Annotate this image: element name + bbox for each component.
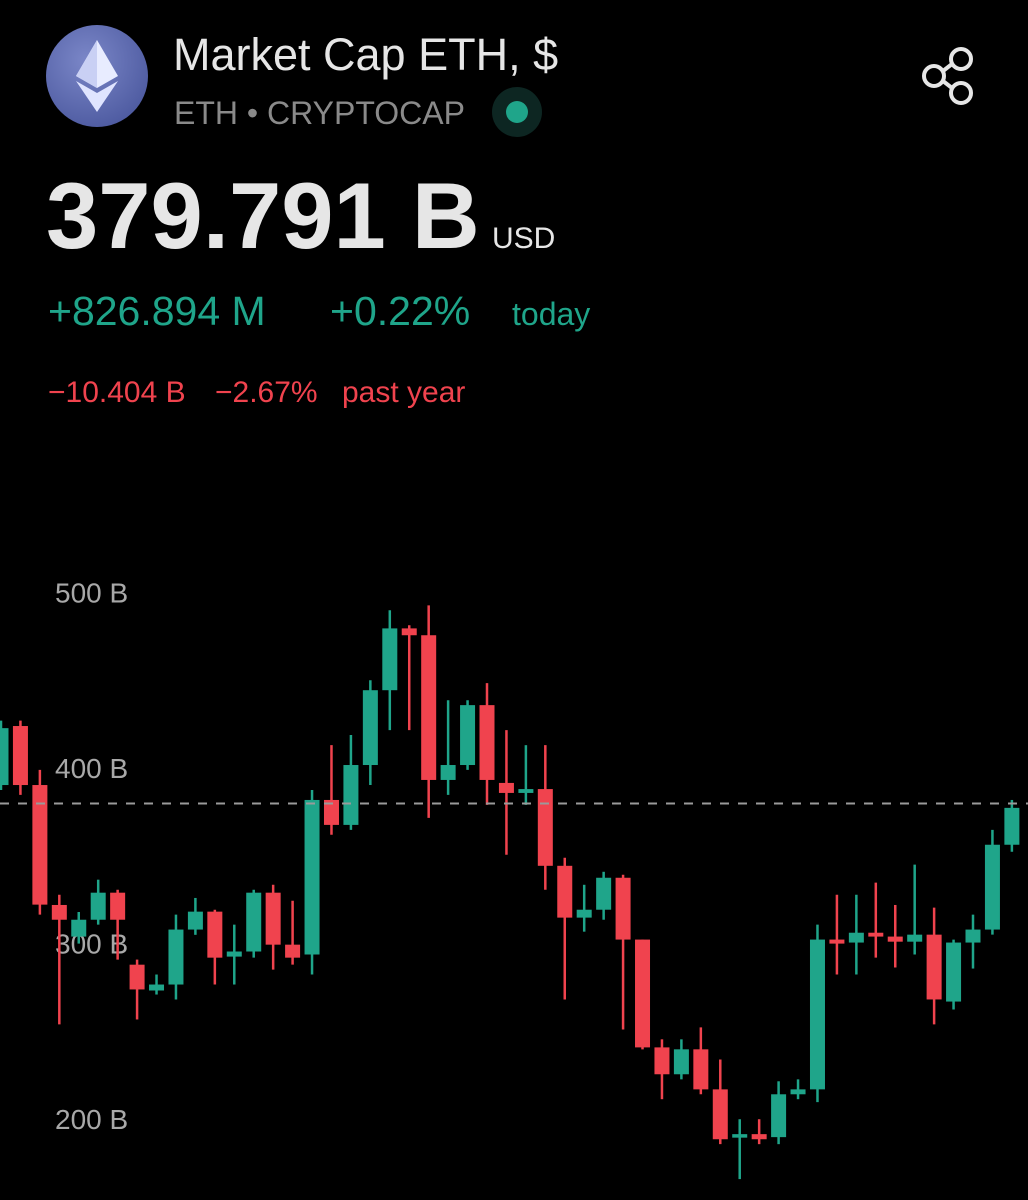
- candle-body: [498, 782, 514, 793]
- candle-body: [809, 939, 825, 1090]
- candle-body: [537, 789, 553, 866]
- candle-body: [732, 1134, 748, 1138]
- change-pct: +0.22%: [330, 288, 470, 334]
- candle-body: [965, 929, 981, 943]
- candle-body: [712, 1089, 728, 1140]
- candle-body: [362, 690, 378, 766]
- candle-body: [829, 939, 845, 944]
- candle-body: [673, 1049, 689, 1075]
- candle-body: [557, 865, 573, 918]
- candle-body: [693, 1049, 709, 1090]
- price: 379.791 B: [46, 163, 480, 268]
- candle-body: [460, 705, 476, 766]
- candle-body: [343, 765, 359, 825]
- candle-body: [926, 934, 942, 1000]
- candle-body: [129, 964, 145, 990]
- change-period: today: [512, 296, 590, 332]
- candle-body: [304, 799, 320, 955]
- candle-body: [90, 892, 106, 920]
- candle-body: [168, 929, 184, 985]
- candle-body: [771, 1094, 787, 1138]
- chart: 200 B 300 B 400 B 500 B: [0, 577, 1028, 1180]
- candle-body: [71, 919, 87, 937]
- year-period: past year: [342, 376, 465, 409]
- candle-body: [790, 1089, 806, 1095]
- y-tick-label: 200 B: [55, 1104, 128, 1135]
- subtitle: ETH • CRYPTOCAP: [174, 95, 465, 131]
- candle-body: [51, 904, 67, 920]
- candle-body: [187, 911, 203, 930]
- candle-body: [984, 844, 1000, 930]
- candle-body: [149, 984, 165, 991]
- eth-logo: [46, 25, 148, 127]
- candle-body: [421, 635, 437, 780]
- live-dot: [506, 101, 528, 123]
- candle-body: [887, 936, 903, 942]
- candle-body: [615, 877, 631, 940]
- share-button[interactable]: [922, 47, 973, 105]
- candle-body: [323, 799, 339, 825]
- candle-body: [0, 728, 9, 786]
- candle-body: [518, 789, 534, 793]
- change: +826.894 M: [48, 288, 266, 334]
- candle-body: [596, 877, 612, 910]
- candle-body: [265, 892, 281, 945]
- currency: USD: [492, 222, 555, 255]
- y-tick-label: 400 B: [55, 753, 128, 784]
- candle-body: [440, 765, 456, 780]
- candle-body: [907, 934, 923, 942]
- candle-body: [226, 951, 242, 957]
- candle-body: [110, 892, 126, 920]
- candle-body: [382, 628, 398, 691]
- candle-body: [946, 942, 962, 1002]
- y-tick-label: 300 B: [55, 929, 128, 960]
- candle-body: [479, 705, 495, 780]
- candle-body: [751, 1134, 767, 1140]
- year-change: −10.404 B: [48, 376, 186, 409]
- candle-body: [12, 726, 28, 786]
- candle-body: [576, 909, 592, 918]
- candle-body: [246, 892, 262, 952]
- y-tick-label: 500 B: [55, 577, 128, 608]
- candle-body: [868, 932, 884, 937]
- candle-body: [635, 939, 651, 1048]
- candle-body: [848, 932, 864, 943]
- candle-body: [401, 628, 417, 636]
- year-change-pct: −2.67%: [215, 376, 318, 409]
- title: Market Cap ETH, $: [173, 29, 558, 80]
- candle-body: [207, 911, 223, 958]
- candle-body: [285, 944, 301, 958]
- candle-body: [654, 1047, 670, 1075]
- candle-body: [1004, 807, 1020, 845]
- candle-body: [32, 785, 48, 905]
